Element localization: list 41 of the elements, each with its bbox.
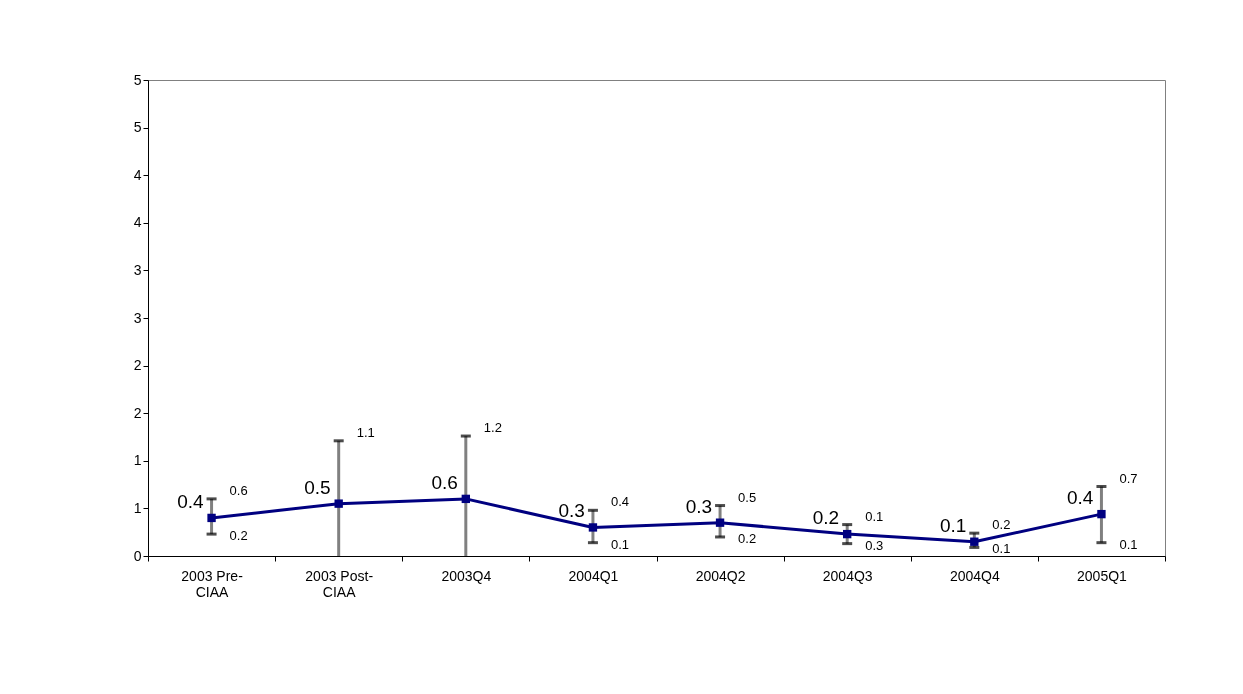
annotation: 0.1 xyxy=(992,541,1011,557)
data-label: 0.1 xyxy=(939,514,967,536)
annotation: 0.1 xyxy=(610,536,630,552)
y-tick-label: 0 xyxy=(133,547,142,564)
annotation: 0.7 xyxy=(1119,470,1138,486)
data-label: 0.6 xyxy=(431,471,458,493)
x-tick-label: 2004Q2 xyxy=(695,567,746,584)
data-label: 0.4 xyxy=(177,490,204,512)
data-label: 0.2 xyxy=(812,507,840,529)
x-tick-label: 2004Q1 xyxy=(568,567,619,584)
annotation: 1.2 xyxy=(483,420,502,436)
y-tick-label: 3 xyxy=(133,261,142,278)
annotation: 0.5 xyxy=(738,489,757,505)
y-tick-label: 1 xyxy=(133,452,142,469)
annotation: 0.4 xyxy=(610,494,630,510)
data-label: 0.3 xyxy=(558,500,585,522)
data-label: 0.3 xyxy=(685,495,713,517)
x-tick-label: 2005Q1 xyxy=(1077,567,1128,584)
y-tick-label: 2 xyxy=(133,404,142,421)
y-tick-label: 3 xyxy=(133,309,142,326)
annotation: 0.6 xyxy=(229,482,248,498)
annotation: 0.2 xyxy=(229,528,248,544)
y-tick-label: 4 xyxy=(133,214,142,231)
y-tick-label: 4 xyxy=(133,166,142,183)
annotation: 0.3 xyxy=(865,537,884,553)
y-tick-label: 5 xyxy=(133,71,142,88)
data-label: 0.5 xyxy=(304,476,331,498)
y-tick-label: 5 xyxy=(133,119,142,136)
x-tick-label: 2004Q4 xyxy=(949,567,1000,584)
x-tick-label: 2003 Pre-CIAA xyxy=(181,567,244,600)
annotation: 0.1 xyxy=(1119,536,1138,552)
annotation: 1.1 xyxy=(356,424,375,440)
x-tick-label: 2003 Post-CIAA xyxy=(305,567,374,600)
y-tick-label: 1 xyxy=(133,499,142,516)
data-label: 0.4 xyxy=(1067,487,1094,509)
annotation: 0.2 xyxy=(738,530,757,546)
x-tick-label: 2003Q4 xyxy=(441,567,492,584)
x-tick-label: 2004Q3 xyxy=(822,567,873,584)
y-tick-label: 2 xyxy=(133,357,142,374)
annotation: 0.1 xyxy=(865,508,884,524)
annotation: 0.2 xyxy=(992,517,1011,533)
